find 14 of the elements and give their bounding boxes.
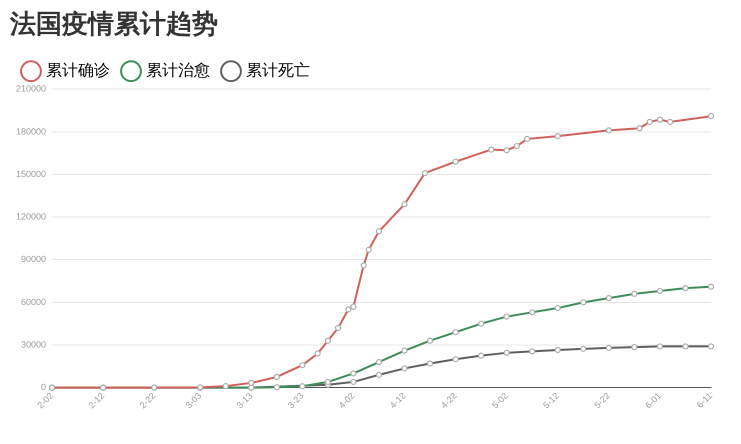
y-tick-label: 180000 — [16, 126, 46, 136]
y-tick-label: 210000 — [16, 84, 46, 94]
y-tick-label: 0 — [41, 382, 46, 392]
legend-label: 累计治愈 — [146, 60, 210, 80]
y-tick-label: 90000 — [21, 254, 46, 264]
legend-label: 累计确诊 — [46, 60, 110, 80]
y-tick-label: 60000 — [21, 296, 46, 307]
y-tick-label: 150000 — [16, 168, 46, 179]
x-tick-label: 6-01 — [643, 390, 664, 410]
chart-title: 法国疫情累计趋势 — [9, 9, 218, 40]
y-tick-label: 30000 — [21, 339, 46, 350]
x-tick-label: 6-11 — [694, 390, 714, 410]
y-tick-label: 120000 — [16, 212, 46, 222]
legend-label: 累计死亡 — [246, 60, 310, 80]
